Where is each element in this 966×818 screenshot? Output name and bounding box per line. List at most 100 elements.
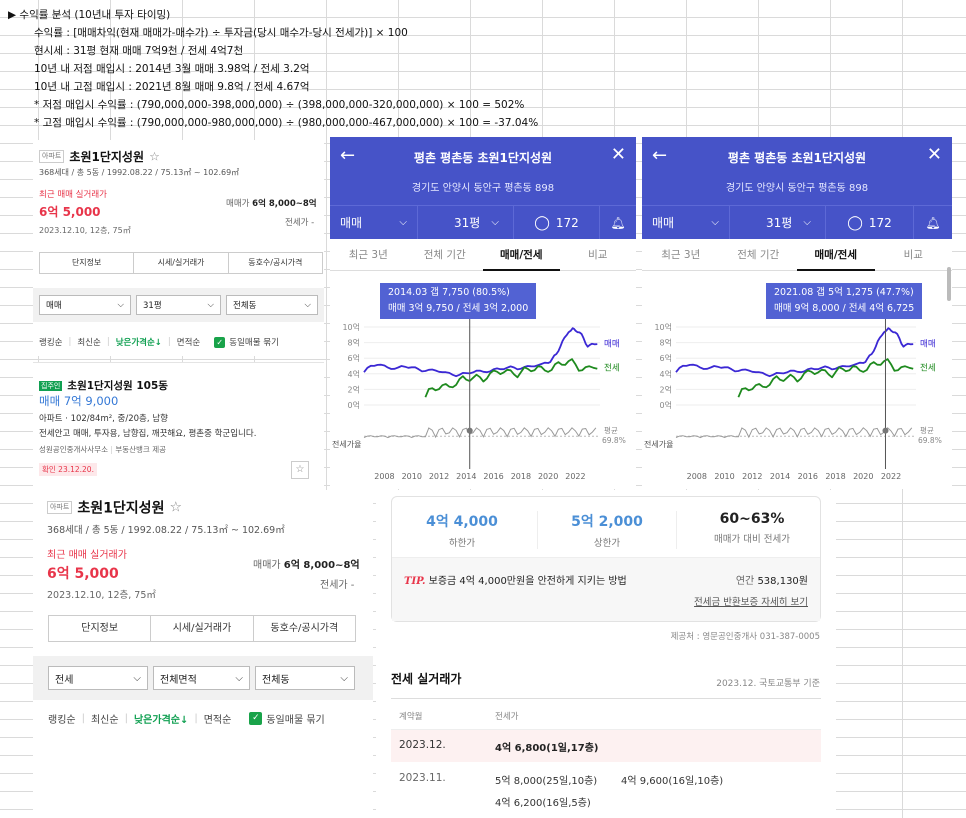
close-icon[interactable]: ✕	[926, 144, 942, 165]
complex-title[interactable]: 초원1단지성원	[69, 150, 145, 164]
unit-price-button[interactable]: 동호수/공시가격	[270, 623, 339, 634]
same-listing-label: 동일매물 묶기	[266, 715, 325, 726]
x-tick-label: 2020	[853, 472, 873, 481]
bell-icon[interactable]: 🔔︎	[610, 215, 626, 230]
favorite-star-icon[interactable]: ☆	[169, 499, 183, 516]
owner-badge: 집주인	[39, 380, 63, 391]
unit-price-button[interactable]: 동호수/공시가격	[248, 258, 303, 267]
back-arrow-icon[interactable]: ←	[340, 145, 356, 166]
size-select[interactable]: 31평 ⌵	[136, 295, 221, 315]
deal-type-select[interactable]: 전세 ⌵	[48, 666, 148, 690]
x-tick-label: 2020	[538, 472, 558, 481]
building-select[interactable]: 전체동 ⌵	[226, 295, 318, 315]
back-arrow-icon[interactable]: ←	[652, 145, 668, 166]
favorite-star-icon[interactable]: ☆	[149, 149, 160, 164]
sort-low-price[interactable]: 낮은가격순↓	[115, 338, 162, 348]
deal-type-select[interactable]: 매매 ⌵	[39, 295, 131, 315]
tab-sale-jeonse[interactable]: 매매/전세	[797, 239, 875, 271]
x-tick-label: 2012	[742, 472, 762, 481]
bell-icon[interactable]: 🔔︎	[925, 215, 941, 230]
x-tick-label: 2008	[374, 472, 394, 481]
complex-info-button[interactable]: 단지정보	[49, 616, 152, 641]
jeonse-price: 전세가 -	[320, 580, 355, 591]
sort-area[interactable]: 면적순	[176, 338, 201, 348]
tab-all-period[interactable]: 전체 기간	[737, 248, 780, 261]
x-tick-label: 2022	[565, 472, 585, 481]
provider-info: 제공처 : 영문공인중개사 031-387-0005	[670, 632, 820, 642]
price-history-button[interactable]: 시세/실거래가	[134, 253, 229, 273]
sort-ranking[interactable]: 랭킹순	[39, 338, 63, 348]
jeonse-section-title: 전세 실거래가	[391, 672, 462, 686]
size-select[interactable]: 31평 ⌵	[418, 206, 514, 239]
period-tabs: 최근 3년 전체 기간 매매/전세 비교	[330, 239, 636, 271]
sort-row: 랭킹순 | 최신순 | 낮은가격순↓ | 면적순 ✓ 동일매물 묶기	[48, 712, 325, 726]
series-line-jeonse	[424, 358, 598, 398]
x-tick-label: 2010	[402, 472, 422, 481]
recent-deal-label: 최근 매매 실거래가	[39, 190, 107, 200]
series-line-sale	[675, 327, 914, 378]
table-header: 계약월 전세가	[391, 698, 821, 730]
x-tick-label: 2018	[511, 472, 531, 481]
phone-screen-low-point: ← 평촌 평촌동 초원1단지성원 경기도 안양시 동안구 평촌동 898 ✕ 매…	[330, 137, 636, 489]
table-row: 2023.12. 4억 6,800(1일,17층)	[391, 730, 821, 762]
ratio-avg-value: 69.8%	[602, 436, 626, 445]
sort-ranking[interactable]: 랭킹순	[48, 715, 76, 726]
y-tick-label: 4억	[660, 369, 672, 379]
tab-recent-3y[interactable]: 최근 3년	[661, 248, 701, 261]
deal-type-select[interactable]: 매매 ⌵	[642, 206, 730, 239]
article-card[interactable]: 집주인 초원1단지성원 105동 매매 7억 9,000 아파트 · 102/8…	[33, 362, 324, 490]
complex-info-button[interactable]: 단지정보	[40, 253, 135, 273]
ratio-stat: 60~63% 매매가 대비 전세가	[714, 511, 790, 545]
article-header: 집주인 초원1단지성원 105동	[39, 375, 168, 394]
tab-compare[interactable]: 비교	[903, 248, 923, 261]
scrollbar[interactable]	[947, 267, 951, 301]
recent-deal-date: 2023.12.10, 12층, 75㎡	[47, 590, 156, 601]
checkbox-checked-icon[interactable]: ✓	[214, 336, 226, 348]
complex-title: 평촌 평촌동 초원1단지성원	[413, 151, 553, 165]
recent-deal-label: 최근 매매 실거래가	[47, 550, 127, 561]
series-line-sale	[363, 327, 598, 378]
comments-button[interactable]: ◯ 172	[826, 206, 914, 239]
listing-header: 아파트 초원1단지성원 ☆	[47, 497, 182, 518]
sort-latest[interactable]: 최신순	[77, 338, 101, 348]
phone-header: ← 평촌 평촌동 초원1단지성원 경기도 안양시 동안구 평촌동 898 ✕	[642, 137, 952, 205]
ratio-label: 전세가율	[332, 439, 361, 449]
analysis-notes: ▶ 수익률 분석 (10년내 투자 타이밍) 수익률 : [매매차익(현재 매매…	[8, 6, 608, 132]
deal-type-select[interactable]: 매매 ⌵	[330, 206, 418, 239]
chevron-down-icon: ⌵	[399, 217, 407, 228]
high-price-stat: 5억 2,000 상한가	[537, 511, 677, 549]
x-tick-label: 2016	[483, 472, 503, 481]
series-line-jeonse	[737, 358, 914, 398]
note-line: 10년 내 저점 매입시 : 2014년 3월 매매 3.98억 / 전세 3.…	[34, 63, 310, 75]
complex-address: 경기도 안양시 동안구 평촌동 898	[725, 183, 869, 194]
area-select[interactable]: 전체면적 ⌵	[153, 666, 250, 690]
phone-filter-bar: 매매 ⌵ 31평 ⌵ ◯ 172 🔔︎	[642, 205, 952, 239]
favorite-star-icon[interactable]: ☆	[291, 461, 309, 479]
tab-sale-jeonse[interactable]: 매매/전세	[483, 239, 560, 271]
ratio-avg-label: 평균	[604, 425, 618, 435]
sort-area[interactable]: 면적순	[203, 715, 232, 726]
x-tick-label: 2016	[798, 472, 818, 481]
comments-button[interactable]: ◯ 172	[514, 206, 600, 239]
confirm-date: 확인 23.12.20.	[39, 463, 97, 476]
chevron-down-icon: ⌵	[235, 672, 243, 684]
close-icon[interactable]: ✕	[610, 144, 626, 165]
tab-all-period[interactable]: 전체 기간	[423, 248, 466, 261]
tab-recent-3y[interactable]: 최근 3년	[348, 248, 388, 261]
checkbox-checked-icon[interactable]: ✓	[249, 712, 263, 725]
sort-latest[interactable]: 최신순	[90, 715, 119, 726]
complex-title[interactable]: 초원1단지성원	[77, 500, 165, 517]
listing-header: 아파트 초원1단지성원 ☆	[39, 146, 160, 165]
tab-compare[interactable]: 비교	[588, 248, 608, 261]
price-chart[interactable]: 10억 8억 6억 4억 2억 0억 2008 2010 2012 2014 2016 2018 202…	[330, 273, 636, 489]
building-select[interactable]: 전체동 ⌵	[255, 666, 355, 690]
price-chart[interactable]: 10억 8억 6억 4억 2억 0억 2008 2010 2012 2014 2016 2018 202…	[642, 273, 952, 489]
price-history-button[interactable]: 시세/실거래가	[151, 616, 254, 641]
chevron-down-icon: ⌵	[304, 300, 311, 310]
article-title: 초원1단지성원 105동	[67, 380, 168, 392]
sort-low-price[interactable]: 낮은가격순↓	[133, 715, 189, 726]
size-select[interactable]: 31평 ⌵	[730, 206, 826, 239]
y-tick-label: 6억	[348, 353, 360, 363]
guarantee-link[interactable]: 전세금 반환보증 자세히 보기	[694, 597, 808, 608]
chevron-down-icon: ⌵	[133, 672, 141, 684]
